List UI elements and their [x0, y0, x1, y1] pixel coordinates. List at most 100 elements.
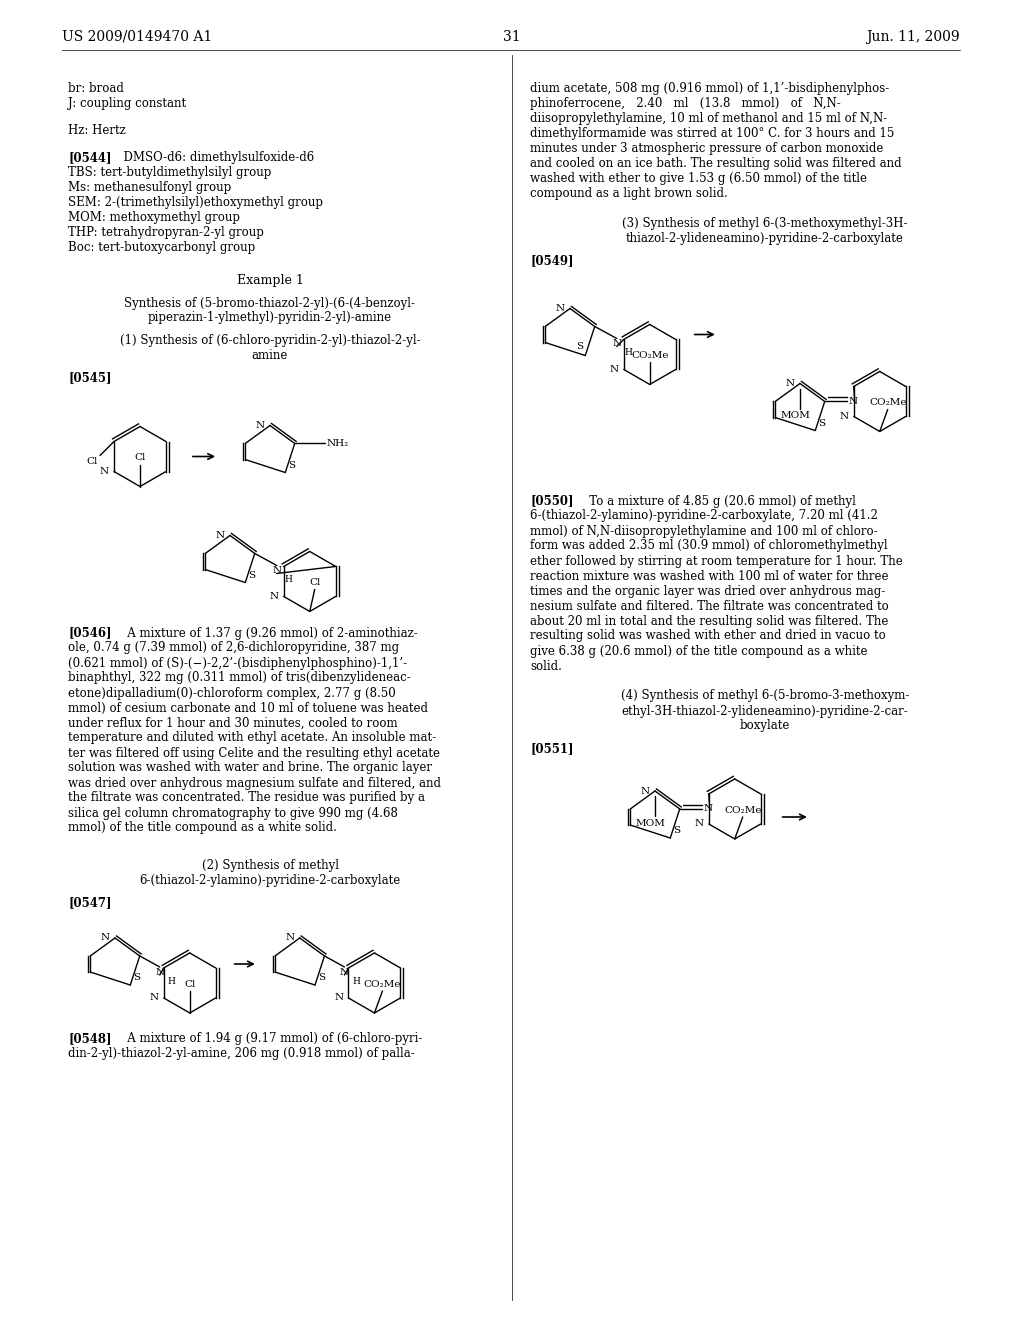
Text: minutes under 3 atmospheric pressure of carbon monoxide: minutes under 3 atmospheric pressure of …	[530, 143, 884, 154]
Text: boxylate: boxylate	[739, 719, 791, 733]
Text: S: S	[318, 973, 326, 982]
Text: temperature and diluted with ethyl acetate. An insoluble mat-: temperature and diluted with ethyl aceta…	[68, 731, 436, 744]
Text: N: N	[694, 820, 703, 829]
Text: THP: tetrahydropyran-2-yl group: THP: tetrahydropyran-2-yl group	[68, 226, 264, 239]
Text: S: S	[248, 570, 255, 579]
Text: Boc: tert-butoxycarbonyl group: Boc: tert-butoxycarbonyl group	[68, 242, 255, 253]
Text: solution was washed with water and brine. The organic layer: solution was washed with water and brine…	[68, 762, 432, 775]
Text: N: N	[340, 968, 349, 977]
Text: N: N	[156, 968, 164, 977]
Text: [0549]: [0549]	[530, 255, 573, 268]
Text: (0.621 mmol) of (S)-(−)-2,2’-(bisdiphenylphosphino)-1,1’-: (0.621 mmol) of (S)-(−)-2,2’-(bisdipheny…	[68, 656, 408, 669]
Text: N: N	[612, 339, 622, 348]
Text: US 2009/0149470 A1: US 2009/0149470 A1	[62, 30, 212, 44]
Text: H: H	[352, 977, 360, 986]
Text: nesium sulfate and filtered. The filtrate was concentrated to: nesium sulfate and filtered. The filtrat…	[530, 599, 889, 612]
Text: compound as a light brown solid.: compound as a light brown solid.	[530, 187, 728, 201]
Text: Example 1: Example 1	[237, 275, 303, 286]
Text: S: S	[818, 418, 825, 428]
Text: Synthesis of (5-bromo-thiazol-2-yl)-(6-(4-benzoyl-: Synthesis of (5-bromo-thiazol-2-yl)-(6-(…	[125, 297, 416, 309]
Text: A mixture of 1.94 g (9.17 mmol) of (6-chloro-pyri-: A mixture of 1.94 g (9.17 mmol) of (6-ch…	[116, 1032, 422, 1045]
Text: ter was filtered off using Celite and the resulting ethyl acetate: ter was filtered off using Celite and th…	[68, 747, 440, 759]
Text: N: N	[100, 467, 109, 477]
Text: [0544]: [0544]	[68, 150, 112, 164]
Text: Cl: Cl	[184, 979, 196, 989]
Text: ole, 0.74 g (7.39 mmol) of 2,6-dichloropyridine, 387 mg: ole, 0.74 g (7.39 mmol) of 2,6-dichlorop…	[68, 642, 399, 655]
Text: N: N	[609, 364, 618, 374]
Text: S: S	[289, 461, 295, 470]
Text: ether followed by stirring at room temperature for 1 hour. The: ether followed by stirring at room tempe…	[530, 554, 903, 568]
Text: 6-(thiazol-2-ylamino)-pyridine-2-carboxylate, 7.20 ml (41.2: 6-(thiazol-2-ylamino)-pyridine-2-carboxy…	[530, 510, 878, 523]
Text: DMSO-d6: dimethylsulfoxide-d6: DMSO-d6: dimethylsulfoxide-d6	[116, 150, 314, 164]
Text: N: N	[272, 566, 282, 576]
Text: N: N	[216, 531, 225, 540]
Text: A mixture of 1.37 g (9.26 mmol) of 2-aminothiaz-: A mixture of 1.37 g (9.26 mmol) of 2-ami…	[116, 627, 418, 639]
Text: (1) Synthesis of (6-chloro-pyridin-2-yl)-thiazol-2-yl-: (1) Synthesis of (6-chloro-pyridin-2-yl)…	[120, 334, 420, 347]
Text: S: S	[133, 973, 140, 982]
Text: din-2-yl)-thiazol-2-yl-amine, 206 mg (0.918 mmol) of palla-: din-2-yl)-thiazol-2-yl-amine, 206 mg (0.…	[68, 1047, 415, 1060]
Text: N: N	[840, 412, 849, 421]
Text: [0548]: [0548]	[68, 1032, 112, 1045]
Text: amine: amine	[252, 348, 288, 362]
Text: 6-(thiazol-2-ylamino)-pyridine-2-carboxylate: 6-(thiazol-2-ylamino)-pyridine-2-carboxy…	[139, 874, 400, 887]
Text: dimethylformamide was stirred at 100° C. for 3 hours and 15: dimethylformamide was stirred at 100° C.…	[530, 127, 894, 140]
Text: under reflux for 1 hour and 30 minutes, cooled to room: under reflux for 1 hour and 30 minutes, …	[68, 717, 397, 730]
Text: and cooled on an ice bath. The resulting solid was filtered and: and cooled on an ice bath. The resulting…	[530, 157, 901, 170]
Text: CO₂Me: CO₂Me	[364, 979, 401, 989]
Text: binaphthyl, 322 mg (0.311 mmol) of tris(dibenzylideneac-: binaphthyl, 322 mg (0.311 mmol) of tris(…	[68, 672, 411, 685]
Text: N: N	[286, 933, 295, 942]
Text: silica gel column chromatography to give 990 mg (4.68: silica gel column chromatography to give…	[68, 807, 398, 820]
Text: [0547]: [0547]	[68, 896, 112, 909]
Text: MOM: methoxymethyl group: MOM: methoxymethyl group	[68, 211, 240, 224]
Text: CO₂Me: CO₂Me	[724, 807, 762, 814]
Text: br: broad: br: broad	[68, 82, 124, 95]
Text: Cl: Cl	[134, 454, 145, 462]
Text: N: N	[641, 787, 650, 796]
Text: etone)dipalladium(0)-chloroform complex, 2.77 g (8.50: etone)dipalladium(0)-chloroform complex,…	[68, 686, 395, 700]
Text: MOM: MOM	[780, 412, 810, 421]
Text: [0545]: [0545]	[68, 371, 112, 384]
Text: S: S	[577, 342, 584, 351]
Text: phinoferrocene,   2.40   ml   (13.8   mmol)   of   N,N-: phinoferrocene, 2.40 ml (13.8 mmol) of N…	[530, 96, 841, 110]
Text: Jun. 11, 2009: Jun. 11, 2009	[866, 30, 961, 44]
Text: N: N	[256, 421, 265, 430]
Text: H: H	[168, 977, 175, 986]
Text: (4) Synthesis of methyl 6-(5-bromo-3-methoxym-: (4) Synthesis of methyl 6-(5-bromo-3-met…	[621, 689, 909, 702]
Text: was dried over anhydrous magnesium sulfate and filtered, and: was dried over anhydrous magnesium sulfa…	[68, 776, 441, 789]
Text: piperazin-1-ylmethyl)-pyridin-2-yl)-amine: piperazin-1-ylmethyl)-pyridin-2-yl)-amin…	[147, 312, 392, 325]
Text: S: S	[674, 826, 680, 836]
Text: (2) Synthesis of methyl: (2) Synthesis of methyl	[202, 859, 339, 873]
Text: N: N	[150, 994, 159, 1002]
Text: solid.: solid.	[530, 660, 562, 672]
Text: Cl: Cl	[309, 578, 321, 587]
Text: about 20 ml in total and the resulting solid was filtered. The: about 20 ml in total and the resulting s…	[530, 615, 889, 627]
Text: washed with ether to give 1.53 g (6.50 mmol) of the title: washed with ether to give 1.53 g (6.50 m…	[530, 172, 867, 185]
Text: [0550]: [0550]	[530, 495, 573, 507]
Text: N: N	[335, 994, 343, 1002]
Text: resulting solid was washed with ether and dried in vacuo to: resulting solid was washed with ether an…	[530, 630, 886, 643]
Text: H: H	[285, 576, 293, 585]
Text: times and the organic layer was dried over anhydrous mag-: times and the organic layer was dried ov…	[530, 585, 886, 598]
Text: dium acetate, 508 mg (0.916 mmol) of 1,1’-bisdiphenylphos-: dium acetate, 508 mg (0.916 mmol) of 1,1…	[530, 82, 889, 95]
Text: the filtrate was concentrated. The residue was purified by a: the filtrate was concentrated. The resid…	[68, 792, 425, 804]
Text: N: N	[849, 397, 858, 407]
Text: [0546]: [0546]	[68, 627, 112, 639]
Text: diisopropylethylamine, 10 ml of methanol and 15 ml of N,N-: diisopropylethylamine, 10 ml of methanol…	[530, 112, 887, 125]
Text: To a mixture of 4.85 g (20.6 mmol) of methyl: To a mixture of 4.85 g (20.6 mmol) of me…	[578, 495, 856, 507]
Text: N: N	[556, 304, 565, 313]
Text: CO₂Me: CO₂Me	[631, 351, 669, 360]
Text: N: N	[101, 933, 110, 942]
Text: mmol) of the title compound as a white solid.: mmol) of the title compound as a white s…	[68, 821, 337, 834]
Text: H: H	[625, 348, 633, 358]
Text: 31: 31	[503, 30, 521, 44]
Text: thiazol-2-ylideneamino)-pyridine-2-carboxylate: thiazol-2-ylideneamino)-pyridine-2-carbo…	[626, 232, 904, 246]
Text: TBS: tert-butyldimethylsilyl group: TBS: tert-butyldimethylsilyl group	[68, 166, 271, 180]
Text: give 6.38 g (20.6 mmol) of the title compound as a white: give 6.38 g (20.6 mmol) of the title com…	[530, 644, 867, 657]
Text: Cl: Cl	[87, 458, 98, 466]
Text: NH₂: NH₂	[327, 440, 349, 447]
Text: mmol) of N,N-diisopropylethylamine and 100 ml of chloro-: mmol) of N,N-diisopropylethylamine and 1…	[530, 524, 878, 537]
Text: CO₂Me: CO₂Me	[869, 399, 906, 408]
Text: N: N	[785, 379, 795, 388]
Text: Hz: Hertz: Hz: Hertz	[68, 124, 126, 137]
Text: MOM: MOM	[635, 818, 665, 828]
